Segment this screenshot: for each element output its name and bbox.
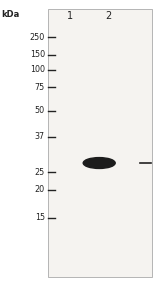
Text: kDa: kDa [2, 10, 20, 19]
Text: 150: 150 [30, 50, 45, 59]
Text: 25: 25 [35, 168, 45, 177]
Bar [48, 9, 152, 277]
Ellipse shape [83, 158, 115, 168]
Text: 250: 250 [30, 33, 45, 42]
Text: 37: 37 [35, 132, 45, 141]
Text: 50: 50 [35, 106, 45, 116]
Text: 20: 20 [35, 185, 45, 194]
Text: 15: 15 [35, 213, 45, 223]
Text: 1: 1 [67, 11, 73, 21]
Text: 2: 2 [106, 11, 112, 21]
Text: 75: 75 [35, 83, 45, 92]
Text: 100: 100 [30, 65, 45, 74]
